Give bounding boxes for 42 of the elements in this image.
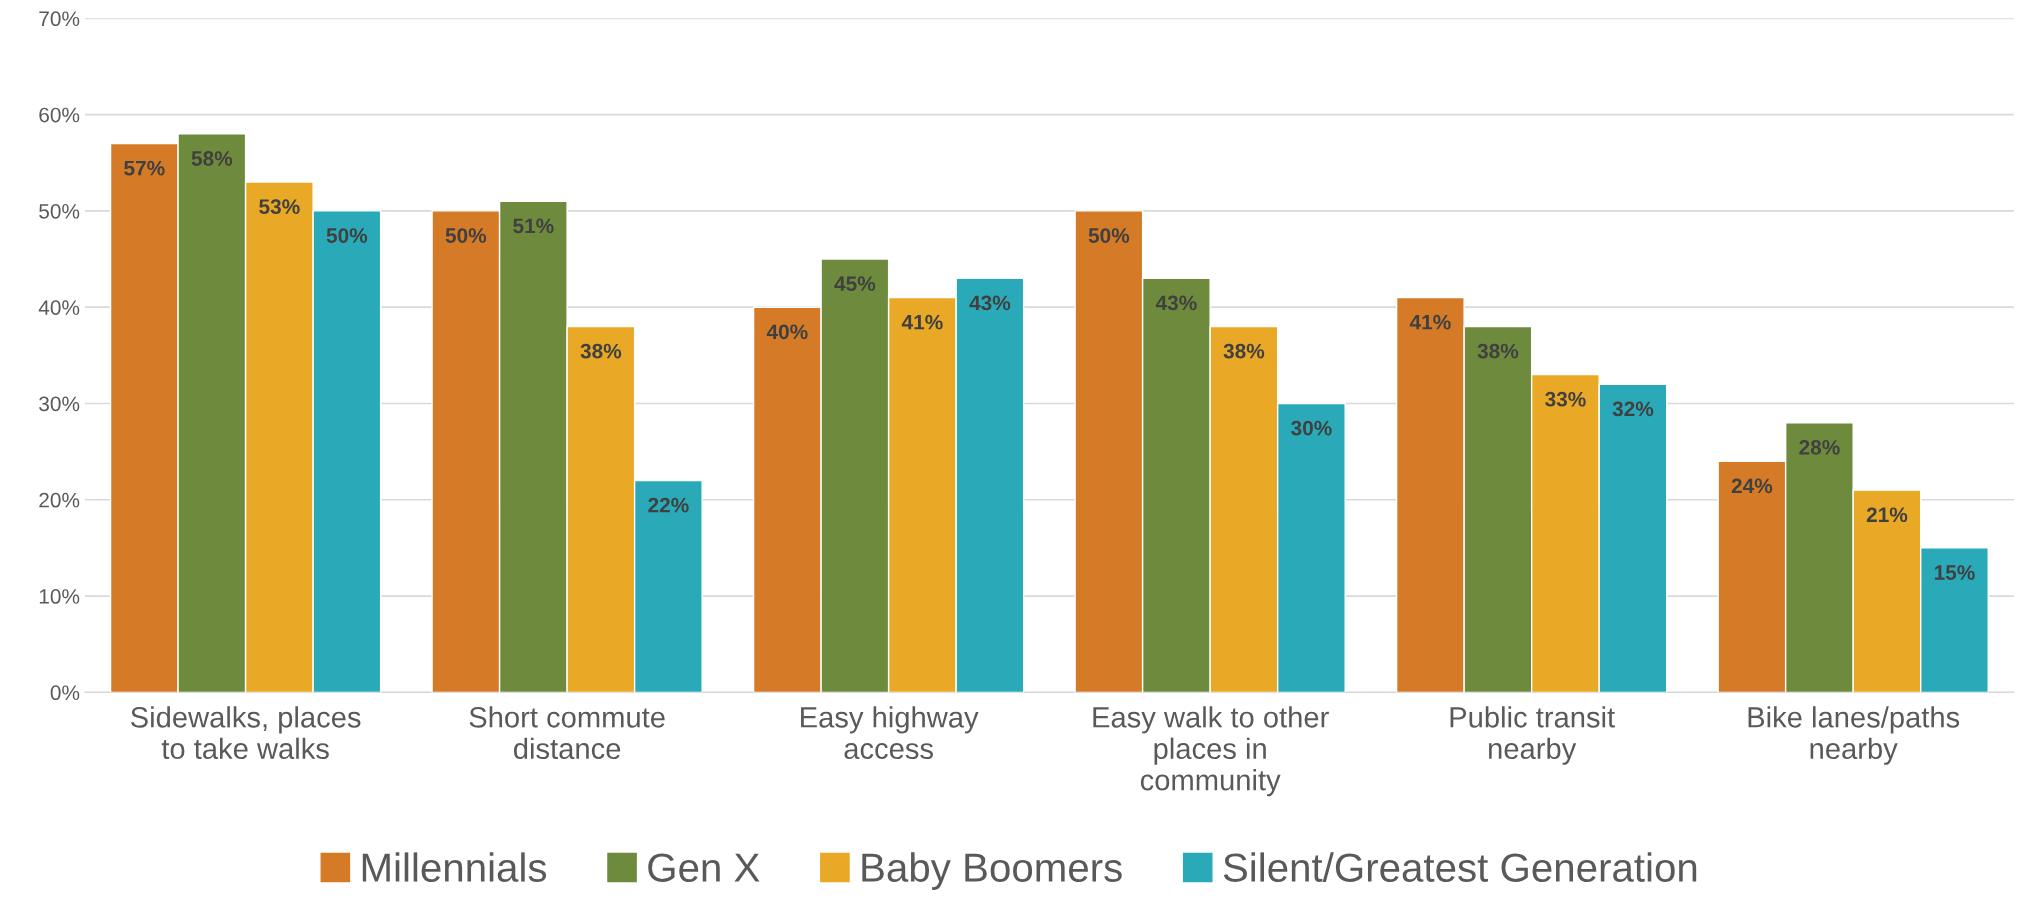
data-label: 50%	[445, 228, 487, 243]
x-tick-label: Public transit nearby	[1450, 706, 1615, 765]
data-label: 22%	[648, 497, 689, 513]
y-tick-label: 20%	[39, 492, 80, 508]
data-label: 38%	[1477, 343, 1519, 359]
data-label: 41%	[901, 314, 943, 330]
legend-label: Silent/Greatest Generation	[1223, 852, 1697, 882]
y-tick-label: 40%	[38, 300, 80, 315]
data-label: 21%	[1866, 507, 1908, 523]
y-tick-label: 60%	[39, 107, 80, 123]
data-label: 24%	[1731, 478, 1773, 494]
legend-label: Millennials	[362, 852, 547, 882]
x-tick-label: Sidewalks, places to take walks	[131, 706, 361, 760]
data-label: 40%	[766, 324, 808, 340]
y-tick-label: 0%	[50, 685, 80, 701]
data-label: 32%	[1612, 401, 1654, 417]
data-label: 50%	[1088, 228, 1130, 243]
y-tick-label: 50%	[39, 203, 80, 219]
x-tick-label: Easy walk to other places in community	[1093, 706, 1329, 797]
data-label: 28%	[1799, 439, 1840, 455]
data-label: 15%	[1934, 565, 1975, 580]
data-label: 41%	[1409, 314, 1451, 330]
data-label: 53%	[259, 199, 300, 215]
data-label: 45%	[834, 276, 876, 292]
data-label: 43%	[969, 295, 1011, 311]
data-label: 50%	[326, 228, 368, 243]
data-label: 57%	[124, 160, 165, 176]
data-label: 51%	[513, 218, 554, 234]
data-label: 38%	[1223, 343, 1265, 359]
y-tick-label: 10%	[39, 589, 80, 604]
x-tick-label: Bike lanes/paths nearby	[1748, 706, 1960, 765]
data-label: 43%	[1155, 295, 1197, 311]
y-tick-label: 70%	[39, 11, 80, 27]
data-label: 30%	[1291, 420, 1332, 436]
legend-label: Gen X	[648, 853, 760, 882]
x-tick-label: Short commute distance	[469, 706, 665, 760]
data-label: 58%	[191, 151, 233, 166]
x-tick-label: Easy highway access	[801, 706, 979, 760]
data-label: 38%	[580, 343, 622, 359]
legend-label: Baby Boomers	[862, 852, 1122, 890]
y-tick-label: 30%	[39, 396, 80, 412]
data-label: 33%	[1545, 391, 1586, 407]
